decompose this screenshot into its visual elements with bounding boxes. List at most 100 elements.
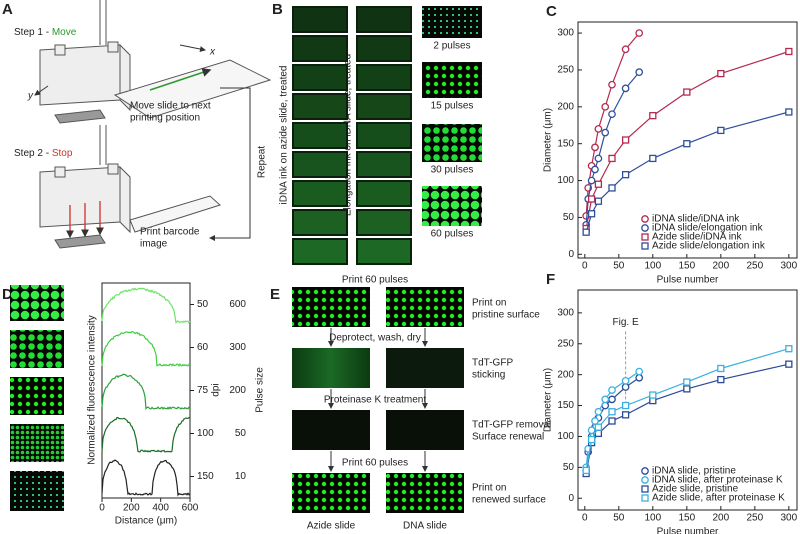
image [10,471,64,511]
panel-a: A Step 1 - Move x y Move slide to next p… [2,0,270,250]
image-tile-glow [358,211,410,234]
point [718,127,724,133]
image [10,285,64,321]
point [609,155,615,161]
x-tick-label: 0 [582,261,588,272]
point [636,30,642,36]
panel-label: C [546,3,557,20]
x-tick-label: 150 [678,513,695,524]
point [786,109,792,115]
point [583,229,589,235]
x-tick-label: 50 [613,513,625,524]
y-axis-label: Diameter (μm) [543,368,554,432]
step-label: Step 2 - Stop [14,148,73,159]
point [636,69,642,75]
pulse-size-label: 10 [235,471,247,482]
image [386,287,464,327]
thumb-label: 15 pulses [431,101,474,112]
step-label: Step 1 - Move [14,27,77,38]
y-tick-label: 50 [563,212,575,223]
image [422,124,482,162]
x-axis-label: Pulse number [657,527,719,534]
point [589,196,595,202]
step-action: Move [52,27,77,38]
image [292,473,370,513]
x-tick-label: 0 [582,513,588,524]
dpi-label: 60 [197,342,209,353]
y-axis-label: Diameter (μm) [543,108,554,172]
image-tile-glow [294,8,346,31]
note: TdT-GFP removal [472,420,551,431]
y-tick-label: 150 [557,138,574,149]
legend-label: Azide slide/elongation ink [652,241,766,252]
point [588,427,594,433]
series-line [586,349,789,471]
image [386,410,464,450]
dpi-label: 75 [197,385,209,396]
chart: F 0 50 100 150 200 250 300 0 50 100 150 200 250 300 Dia… [543,271,798,534]
image-tile-glow [358,153,410,176]
note: printing position [130,113,200,124]
image-tile-glow [294,153,346,176]
axis-label: y [27,91,34,102]
x-tick-label: 200 [712,513,729,524]
y-tick-label: 300 [557,308,574,319]
axis-arrow [180,45,205,50]
legend-label: Azide slide, after proteinase K [652,493,785,504]
point [684,141,690,147]
dpi-label: 50 [197,299,209,310]
x-tick-label: 100 [644,261,661,272]
point [589,437,595,443]
point [622,384,628,390]
image [386,348,464,388]
point [592,418,598,424]
point [786,49,792,55]
point [609,185,615,191]
image-tile-glow [358,8,410,31]
point [592,166,598,172]
pulse-size-label: 600 [229,299,246,310]
point [595,126,601,132]
point [609,387,615,393]
step-label: Print 60 pulses [342,458,408,469]
step-text: Step 1 - [14,27,52,38]
legend-marker [642,468,648,474]
image-tile-glow [358,37,410,60]
step-label: Proteinase K treatment [324,395,426,406]
y-tick-label: 250 [557,65,574,76]
note: Print barcode [140,227,200,238]
image [422,62,482,98]
point [623,403,629,409]
profile [102,288,190,323]
legend-marker [642,477,648,483]
annotation: Fig. E [613,317,639,328]
column-label: Azide slide [307,521,356,532]
point [602,104,608,110]
x-tick-label: 150 [678,261,695,272]
step-action: Stop [52,148,73,159]
point [609,409,615,415]
image [386,473,464,513]
legend-marker [642,486,648,492]
y-tick-label: 100 [557,175,574,186]
point [650,392,656,398]
image [10,330,64,368]
profile [102,460,190,495]
panel-label: F [546,271,555,288]
profile [102,332,190,366]
legend-marker [642,225,648,231]
profiles: 50 60060 30075 200100 50150 100 200 400 600 [99,288,246,513]
image [292,348,370,388]
image [292,287,370,327]
y-tick-label: 100 [557,431,574,442]
point [623,137,629,143]
image-tile-glow [294,240,346,263]
x-tick-label: 200 [712,261,729,272]
point [786,361,792,367]
point [636,368,642,374]
pulse-size-label: 50 [235,428,247,439]
image-tile-glow [294,211,346,234]
column-label: DNA slide [403,521,447,532]
point [595,181,601,187]
chart: C 0 50 100 150 200 250 300 0 50 100 150 200 250 300 Dia… [543,3,798,286]
